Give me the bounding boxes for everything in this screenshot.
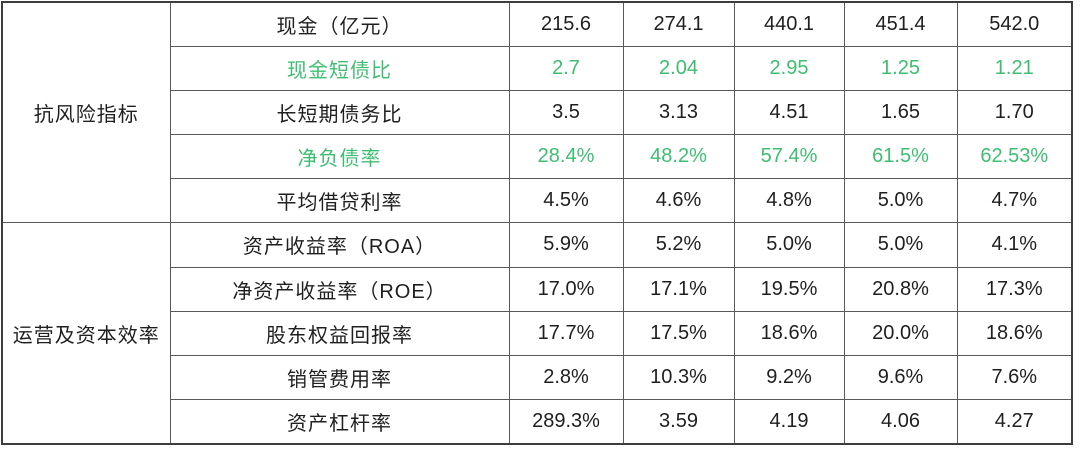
value-cell: 440.1 xyxy=(733,1,845,48)
value-cell: 2.7 xyxy=(508,46,624,92)
metric-name: 股东权益回报率 xyxy=(169,310,510,356)
metric-name: 净资产收益率（ROE） xyxy=(169,266,510,312)
value-cell: 61.5% xyxy=(843,134,958,180)
value-cell: 215.6 xyxy=(508,1,624,48)
value-cell: 3.13 xyxy=(622,90,735,136)
financial-metrics-table: 抗风险指标 现金（亿元） 215.6 274.1 440.1 451.4 542… xyxy=(1,1,1073,445)
metric-name: 资产杠杆率 xyxy=(169,398,510,445)
value-cell: 5.0% xyxy=(733,222,845,268)
value-cell: 20.8% xyxy=(843,266,958,312)
metric-name: 资产收益率（ROA） xyxy=(169,222,510,268)
value-cell: 9.6% xyxy=(843,354,958,400)
table-row: 平均借贷利率 4.5% 4.6% 4.8% 5.0% 4.7% xyxy=(2,178,1073,224)
metric-name: 净负债率 xyxy=(169,134,510,180)
table-row: 资产杠杆率 289.3% 3.59 4.19 4.06 4.27 xyxy=(2,398,1073,445)
row-group-label-efficiency: 运营及资本效率 xyxy=(1,222,171,445)
metric-name: 平均借贷利率 xyxy=(169,178,510,224)
value-cell: 17.7% xyxy=(508,310,624,356)
value-cell: 2.04 xyxy=(622,46,735,92)
value-cell: 4.7% xyxy=(956,178,1073,224)
value-cell: 4.51 xyxy=(733,90,845,136)
value-cell: 289.3% xyxy=(508,398,624,445)
value-cell: 9.2% xyxy=(733,354,845,400)
value-cell: 28.4% xyxy=(508,134,624,180)
value-cell: 48.2% xyxy=(622,134,735,180)
value-cell: 451.4 xyxy=(843,1,958,48)
value-cell: 17.0% xyxy=(508,266,624,312)
value-cell: 18.6% xyxy=(956,310,1073,356)
table-row: 股东权益回报率 17.7% 17.5% 18.6% 20.0% 18.6% xyxy=(2,310,1073,356)
metric-name: 长短期债务比 xyxy=(169,90,510,136)
value-cell: 62.53% xyxy=(956,134,1073,180)
value-cell: 1.65 xyxy=(843,90,958,136)
table-row: 净负债率 28.4% 48.2% 57.4% 61.5% 62.53% xyxy=(2,134,1073,180)
value-cell: 19.5% xyxy=(733,266,845,312)
value-cell: 4.5% xyxy=(508,178,624,224)
value-cell: 4.19 xyxy=(733,398,845,445)
value-cell: 57.4% xyxy=(733,134,845,180)
table-row: 净资产收益率（ROE） 17.0% 17.1% 19.5% 20.8% 17.3… xyxy=(2,266,1073,312)
value-cell: 5.0% xyxy=(843,178,958,224)
value-cell: 5.9% xyxy=(508,222,624,268)
value-cell: 10.3% xyxy=(622,354,735,400)
value-cell: 3.5 xyxy=(508,90,624,136)
row-group-label-risk: 抗风险指标 xyxy=(1,1,171,224)
value-cell: 4.1% xyxy=(956,222,1073,268)
value-cell: 18.6% xyxy=(733,310,845,356)
value-cell: 4.27 xyxy=(956,398,1073,445)
metric-name: 销管费用率 xyxy=(169,354,510,400)
table-row: 销管费用率 2.8% 10.3% 9.2% 9.6% 7.6% xyxy=(2,354,1073,400)
value-cell: 274.1 xyxy=(622,1,735,48)
value-cell: 4.8% xyxy=(733,178,845,224)
table-row: 长短期债务比 3.5 3.13 4.51 1.65 1.70 xyxy=(2,90,1073,136)
value-cell: 5.2% xyxy=(622,222,735,268)
table-row: 运营及资本效率 资产收益率（ROA） 5.9% 5.2% 5.0% 5.0% 4… xyxy=(1,222,1073,445)
value-cell: 17.3% xyxy=(956,266,1073,312)
value-cell: 4.06 xyxy=(843,398,958,445)
value-cell: 20.0% xyxy=(843,310,958,356)
value-cell: 2.95 xyxy=(733,46,845,92)
table-row: 抗风险指标 现金（亿元） 215.6 274.1 440.1 451.4 542… xyxy=(1,1,1073,224)
value-cell: 1.25 xyxy=(843,46,958,92)
metric-name: 现金短债比 xyxy=(169,46,510,92)
table-row: 现金短债比 2.7 2.04 2.95 1.25 1.21 xyxy=(2,46,1073,92)
value-cell: 1.21 xyxy=(956,46,1073,92)
value-cell: 3.59 xyxy=(622,398,735,445)
value-cell: 542.0 xyxy=(956,1,1073,48)
value-cell: 1.70 xyxy=(956,90,1073,136)
value-cell: 17.1% xyxy=(622,266,735,312)
metric-name: 现金（亿元） xyxy=(169,1,510,48)
value-cell: 2.8% xyxy=(508,354,624,400)
value-cell: 7.6% xyxy=(956,354,1073,400)
value-cell: 17.5% xyxy=(622,310,735,356)
value-cell: 4.6% xyxy=(622,178,735,224)
value-cell: 5.0% xyxy=(843,222,958,268)
